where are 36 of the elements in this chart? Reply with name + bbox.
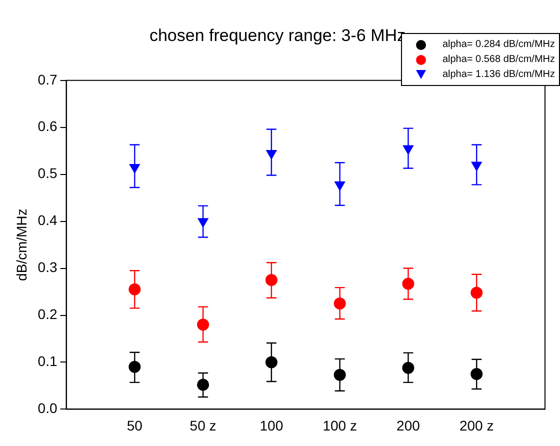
point	[471, 162, 482, 171]
point	[334, 181, 346, 191]
legend-label: alpha= 1.136 dB/cm/MHz	[442, 69, 555, 80]
y-tick-label: 0.2	[38, 306, 58, 322]
x-tick-label: 200	[396, 417, 420, 434]
y-tick-label: 0.0	[38, 400, 58, 416]
y-tick-label: 0.7	[38, 71, 58, 88]
x-tick-label: 200 z	[459, 417, 494, 434]
x-tick-label: 50	[126, 417, 143, 434]
point	[129, 164, 140, 174]
point	[266, 150, 277, 160]
point	[402, 362, 414, 374]
point	[402, 145, 414, 155]
y-tick-label: 0.3	[38, 259, 58, 276]
point	[197, 318, 210, 331]
y-tick-label: 0.1	[38, 353, 58, 370]
x-tick-label: 50 z	[190, 417, 216, 434]
legend-label: alpha= 0.284 dB/cm/MHz	[442, 39, 555, 50]
point	[128, 283, 141, 296]
y-axis-title: dB/cm/MHz	[13, 208, 30, 281]
point	[265, 274, 278, 286]
point	[470, 368, 483, 380]
y-tick-label: 0.6	[38, 118, 58, 134]
point	[128, 360, 141, 373]
point	[402, 278, 414, 290]
point	[265, 356, 278, 368]
legend-label: alpha= 0.568 dB/cm/MHz	[442, 54, 555, 65]
point	[334, 368, 346, 381]
x-tick-label: 100	[260, 417, 284, 434]
point	[197, 378, 210, 391]
point	[470, 286, 483, 299]
y-tick-label: 0.4	[38, 212, 58, 228]
point	[198, 218, 208, 228]
x-tick-label: 100 z	[322, 417, 357, 434]
y-tick-label: 0.5	[38, 165, 58, 182]
point	[334, 298, 346, 310]
